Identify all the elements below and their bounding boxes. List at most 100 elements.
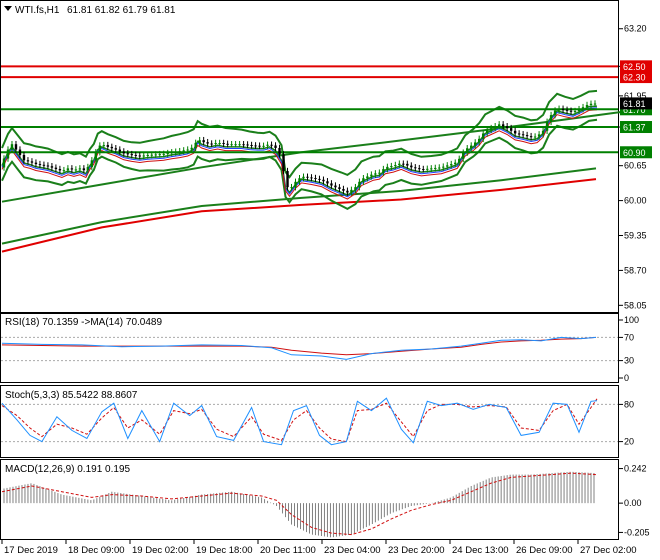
price-bar-body <box>489 128 493 130</box>
rsi-axis-label: 100 <box>624 315 639 325</box>
price-axis-label: 61.95 <box>624 91 647 101</box>
price-bar-body <box>298 178 301 182</box>
price-bar-body <box>2 158 6 168</box>
price-bar-body <box>34 162 38 165</box>
price-bar-body <box>166 153 169 155</box>
price-bar-body <box>242 144 245 146</box>
price-bar-body <box>246 144 249 146</box>
price-bar-body <box>561 108 565 110</box>
price-bar-body <box>146 154 149 156</box>
price-bar-body <box>541 130 545 135</box>
price-bar-body <box>234 144 237 146</box>
price-bar-body <box>206 142 209 144</box>
price-bar-body <box>230 144 233 146</box>
rsi-axis-label: 70 <box>624 332 634 342</box>
time-axis-label: 23 Dec 04:00 <box>324 545 381 556</box>
price-bar-body <box>74 169 78 171</box>
main-plot <box>1 65 622 253</box>
price-bar-body <box>398 163 401 166</box>
stoch-plot <box>1 397 618 446</box>
stoch-title: Stoch(5,3,3) 85.5422 88.8607 <box>5 390 138 401</box>
price-bar-body <box>402 163 405 165</box>
price-bar-body <box>446 165 449 167</box>
price-bar-body <box>130 154 133 156</box>
macd-axis-label: 0.242 <box>624 464 647 474</box>
price-bar-body <box>557 108 561 111</box>
price-bar-body <box>414 167 417 169</box>
price-bar-body <box>94 152 98 161</box>
time-axis-label: 19 Dec 18:00 <box>196 545 253 556</box>
price-bar-body <box>513 130 517 134</box>
price-bar-body <box>569 110 573 112</box>
price-bar-body <box>537 134 541 137</box>
price-bar-body <box>326 181 329 184</box>
price-bar-body <box>450 164 453 166</box>
rsi-axis-label: 30 <box>624 356 634 366</box>
price-bar-body <box>194 142 197 148</box>
price-bar-body <box>66 168 70 171</box>
macd-plot <box>1 471 597 538</box>
price-bar-body <box>214 142 217 144</box>
price-axis-label: 59.35 <box>624 231 647 241</box>
price-bar-body <box>390 166 393 168</box>
price-bar-body <box>354 187 357 190</box>
level-badge-61.37 <box>620 121 652 134</box>
fast-ma-blue-line <box>1 107 598 198</box>
main-price-axis: 63.20 62.50 61.95 61.37 60.65 60.00 59.35 58.70… <box>619 24 652 310</box>
price-bar-body <box>374 173 377 175</box>
price-bar-body <box>362 178 365 182</box>
price-bar-body <box>418 168 421 170</box>
price-bar-body <box>497 124 501 127</box>
price-bar-body <box>162 153 165 155</box>
price-bar-body <box>110 146 114 149</box>
rsi-title: RSI(18) 70.1359 ->MA(14) 70.0489 <box>5 317 162 328</box>
symbol-label: WTI.fs,H1 <box>15 5 60 16</box>
price-bar-body <box>22 154 26 161</box>
price-bar-body <box>198 140 201 143</box>
price-bar-body <box>462 152 465 159</box>
price-bar-body <box>78 168 82 170</box>
time-axis-label: 19 Dec 02:00 <box>132 545 189 556</box>
time-axis: 17 Dec 2019 18 Dec 09:00 19 Dec 02:00 19 De… <box>1 540 637 556</box>
price-bar-body <box>577 109 581 112</box>
price-bar-body <box>394 165 397 167</box>
price-bar-body <box>314 178 317 180</box>
slow-ma-red-line <box>1 178 597 253</box>
price-bar-body <box>222 142 225 144</box>
price-bar-body <box>533 136 537 138</box>
price-bar-body <box>98 145 102 153</box>
time-axis-label: 26 Dec 09:00 <box>516 545 573 556</box>
price-bar-body <box>310 177 313 179</box>
price-bar-body <box>6 149 10 159</box>
price-bar-body <box>426 168 429 170</box>
symbol-dropdown-icon[interactable] <box>4 6 12 11</box>
price-bar-body <box>474 142 477 146</box>
price-bar-body <box>30 161 34 163</box>
stoch-panel <box>0 385 619 458</box>
price-bar-body <box>10 144 14 150</box>
ohlc-readout: 61.81 61.82 61.79 61.81 <box>67 5 176 16</box>
price-bar-body <box>573 111 577 113</box>
price-bar-body <box>466 148 469 153</box>
price-bar-body <box>434 167 437 169</box>
price-bar-body <box>50 166 54 168</box>
price-bar-body <box>585 105 589 108</box>
price-bar-body <box>458 158 461 163</box>
price-bar-body <box>318 178 321 180</box>
price-bar-body <box>306 176 309 178</box>
price-bar-body <box>174 151 177 153</box>
price-bar-body <box>138 155 141 157</box>
price-bar-body <box>350 189 353 193</box>
price-bar-body <box>26 160 30 162</box>
bollinger-middle-line <box>1 105 598 197</box>
level-badge-label-61.37: 61.37 <box>623 123 646 133</box>
level-badge-label-62.30: 62.30 <box>623 73 646 83</box>
price-bar-body <box>509 128 513 131</box>
rsi-panel <box>0 313 619 383</box>
price-bar-body <box>54 167 58 170</box>
price-bar-body <box>330 183 333 186</box>
price-bar-body <box>517 133 521 135</box>
macd-axis-label: -0.205 <box>624 527 650 537</box>
current-price-badge <box>620 97 652 110</box>
price-bar-body <box>106 145 110 147</box>
